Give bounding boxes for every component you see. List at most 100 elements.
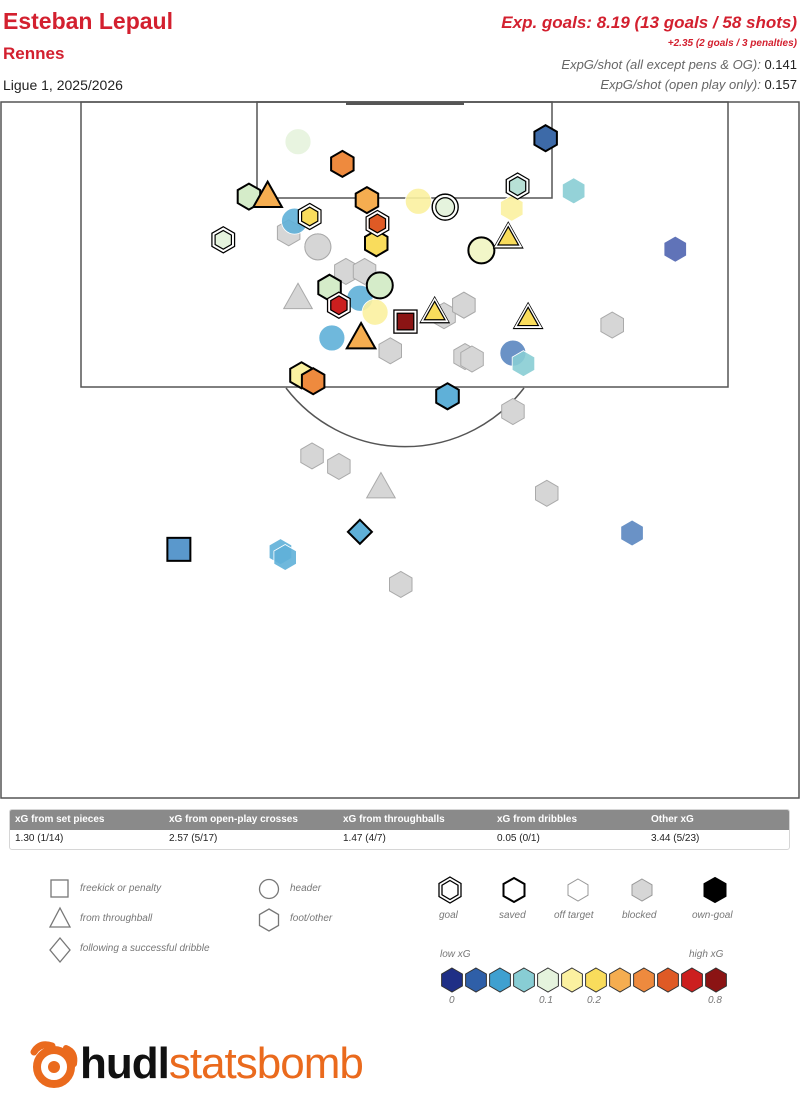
xg-val-set-pieces: 1.30 (1/14) <box>15 833 64 844</box>
shot-marker <box>512 301 544 330</box>
shot-marker <box>431 193 459 221</box>
xg-breakdown-table: xG from set pieces xG from open-play cro… <box>9 809 790 850</box>
shot-goal-ring <box>301 206 319 227</box>
hudl-statsbomb-logo: hudlstatsbomb <box>80 1039 364 1088</box>
shot-goal-gap <box>328 292 350 318</box>
shot-hexagon <box>600 311 624 339</box>
shot-circle <box>318 324 346 352</box>
expg-per-shot-open-value: 0.157 <box>764 77 797 92</box>
shot-marker <box>365 271 394 300</box>
shot-marker <box>389 570 413 598</box>
shot-marker <box>535 479 559 507</box>
shot-marker <box>419 295 451 324</box>
shot-marker <box>297 202 322 231</box>
shot-hexagon <box>364 229 389 258</box>
legend-square-label: freekick or penalty <box>80 883 162 894</box>
penalty-arc <box>285 387 525 448</box>
competition-label: Ligue 1, 2025/2026 <box>3 77 123 93</box>
shot-goal-ring <box>214 229 232 250</box>
legend-outcomes <box>438 876 727 904</box>
shot-marker <box>435 382 460 411</box>
shot-hexagon <box>300 442 324 470</box>
legend-off-target-label: off target <box>554 910 594 921</box>
shot-goal-ring <box>516 306 540 327</box>
shot-circle <box>284 128 312 156</box>
shot-marker <box>452 291 476 319</box>
player-name: Esteban Lepaul <box>3 8 173 34</box>
shot-marker <box>404 187 432 215</box>
shot-triangle <box>365 471 397 499</box>
shot-hexagon <box>300 367 326 396</box>
shot-circle <box>467 236 496 265</box>
shot-goal-gap <box>212 227 234 253</box>
shot-triangle <box>419 295 451 324</box>
shot-marker <box>304 233 332 261</box>
shot-hexagon <box>663 235 687 263</box>
shot-marker <box>300 367 326 396</box>
shot-marker <box>327 452 351 480</box>
legend-saved-label: saved <box>499 910 526 921</box>
shot-hexagon <box>378 337 402 365</box>
legend-goal-label: goal <box>439 910 458 921</box>
legend-hexagon-icon <box>258 908 280 932</box>
shot-hexagon <box>562 177 586 205</box>
shot-marker <box>318 324 346 352</box>
legend-triangle-icon <box>48 906 72 928</box>
xg-scale-swatch <box>609 967 631 993</box>
shot-circle <box>365 271 394 300</box>
shot-goal-gap <box>420 297 449 323</box>
legend-circle-icon <box>258 878 280 900</box>
shot-marker <box>467 236 496 265</box>
shot-triangle <box>492 221 524 249</box>
legend-tick-02: 0.2 <box>587 995 601 1006</box>
shot-circle <box>304 233 332 261</box>
shot-goal-ring <box>330 295 348 316</box>
shot-marker <box>364 229 389 258</box>
shot-marker <box>600 311 624 339</box>
shot-marker <box>365 471 397 499</box>
shot-hexagon <box>511 350 536 378</box>
xg-scale-swatch <box>705 967 727 993</box>
legend-own-goal-label: own-goal <box>692 910 733 921</box>
shot-marker <box>500 194 524 222</box>
xg-scale-swatch <box>681 967 703 993</box>
shot-goal-ring <box>396 312 415 331</box>
shot-circle <box>404 187 432 215</box>
xg-scale-swatch <box>465 967 487 993</box>
shot-map-pitch <box>0 101 800 799</box>
shots-layer <box>166 124 687 598</box>
shot-marker <box>326 291 351 320</box>
xg-scale-swatch <box>489 967 511 993</box>
shot-square <box>393 309 418 334</box>
shot-diamond <box>346 518 374 546</box>
shot-marker <box>492 221 524 249</box>
shot-goal-ring <box>508 176 527 197</box>
shot-goal-gap <box>299 204 321 229</box>
legend-diamond-label: following a successful dribble <box>80 943 210 954</box>
shot-marker <box>345 320 378 350</box>
expg-per-shot-all-value: 0.141 <box>764 57 797 72</box>
shot-hexagon <box>460 345 484 373</box>
xg-col-set-pieces: xG from set pieces <box>15 814 105 825</box>
shot-hexagon <box>330 149 355 179</box>
expg-per-shot-all-label: ExpG/shot (all except pens & OG): <box>561 57 761 72</box>
shot-marker <box>663 235 687 263</box>
pitch-outline <box>0 101 800 799</box>
shot-hexagon <box>327 452 351 480</box>
xg-col-throughballs: xG from throughballs <box>343 814 445 825</box>
xg-val-throughballs: 1.47 (4/7) <box>343 833 386 844</box>
shot-marker <box>562 177 586 205</box>
shot-marker <box>346 518 374 546</box>
legend-own-goal-icon <box>703 876 727 904</box>
xg-scale-swatch <box>537 967 559 993</box>
expg-per-shot-open-label: ExpG/shot (open play only): <box>600 77 761 92</box>
shot-hexagon <box>620 519 644 547</box>
shot-goal-gap <box>514 303 543 329</box>
pitch-markings <box>0 101 800 799</box>
shot-triangle <box>345 320 378 350</box>
shot-hexagon <box>533 124 558 153</box>
shot-marker <box>501 397 525 426</box>
shot-marker <box>282 282 314 310</box>
hudl-statsbomb-logo-icon <box>30 1041 78 1088</box>
shot-marker <box>211 225 236 254</box>
